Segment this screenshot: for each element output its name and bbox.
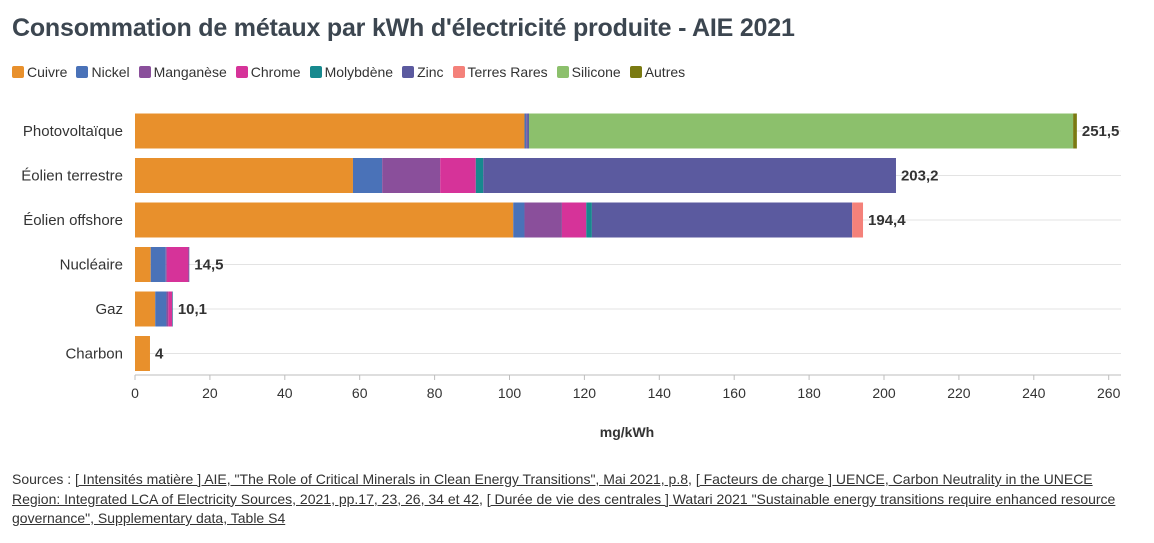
x-tick-label: 180 bbox=[797, 385, 821, 401]
bar-segment bbox=[526, 113, 528, 149]
chart-legend: Cuivre Nickel Manganèse Chrome Molybdène Zinc… bbox=[12, 64, 694, 80]
source-link-facteurs[interactable]: [ Facteurs de charge ] UENCE, Carbon Neu… bbox=[12, 471, 1093, 507]
bar-segment bbox=[528, 113, 1074, 149]
x-tick-label: 140 bbox=[648, 385, 672, 401]
legend-item[interactable]: Cuivre bbox=[12, 64, 67, 80]
x-tick-label: 80 bbox=[427, 385, 443, 401]
bar-total-label: 203,2 bbox=[901, 168, 939, 185]
legend-swatch bbox=[309, 66, 322, 78]
bar-segment bbox=[168, 291, 173, 327]
category-label: Nucléaire bbox=[60, 257, 123, 274]
bar-segment bbox=[166, 247, 189, 282]
source-link-intensites[interactable]: [ Intensités matière ] AIE, "The Role of… bbox=[75, 471, 689, 487]
bar-segment bbox=[513, 202, 525, 238]
bar-segment bbox=[524, 202, 562, 238]
sources-prefix: Sources : bbox=[12, 471, 76, 487]
x-axis-label: mg/kWh bbox=[600, 424, 654, 440]
bar-segment bbox=[591, 202, 853, 238]
legend-item[interactable]: Silicone bbox=[556, 64, 621, 80]
bar-segment bbox=[352, 158, 383, 193]
legend-label: Nickel bbox=[91, 64, 130, 80]
bar-segment bbox=[135, 336, 150, 371]
bar-total-label: 194,4 bbox=[868, 212, 906, 229]
category-label: Gaz bbox=[95, 301, 123, 318]
x-tick-label: 240 bbox=[1022, 385, 1046, 401]
category-label: Éolien terrestre bbox=[21, 168, 123, 185]
legend-label: Zinc bbox=[417, 64, 444, 80]
bar-segment bbox=[561, 202, 587, 238]
bar-segment bbox=[852, 202, 864, 238]
category-label: Éolien offshore bbox=[23, 212, 123, 229]
legend-item[interactable]: Zinc bbox=[402, 64, 444, 80]
legend-item[interactable]: Terres Rares bbox=[452, 64, 548, 80]
bar-total-label: 4 bbox=[155, 346, 164, 363]
legend-label: Cuivre bbox=[27, 64, 68, 80]
legend-label: Terres Rares bbox=[467, 64, 548, 80]
legend-swatch bbox=[12, 66, 24, 78]
x-tick-label: 100 bbox=[498, 385, 522, 401]
bar-segment bbox=[135, 247, 151, 282]
bar-segment bbox=[135, 291, 156, 327]
chart-title: Consommation de métaux par kWh d'électri… bbox=[12, 14, 795, 42]
bar-segment bbox=[166, 291, 169, 327]
bar-segment bbox=[524, 113, 527, 149]
bar-segment bbox=[188, 247, 190, 282]
bar-segment bbox=[440, 158, 476, 193]
x-tick-label: 120 bbox=[573, 385, 597, 401]
bar-segment bbox=[150, 247, 166, 282]
legend-swatch bbox=[556, 66, 569, 78]
legend-swatch bbox=[402, 66, 415, 78]
bar-segment bbox=[135, 202, 514, 238]
bar-segment bbox=[475, 158, 484, 193]
legend-item[interactable]: Chrome bbox=[235, 64, 301, 80]
stacked-bar-chart: 0 20 40 60 80 100 120 140 160 180 200 220 240 260 mg/k… bbox=[21, 113, 1121, 440]
sources-note: Sources : [ Intensités matière ] AIE, "T… bbox=[12, 470, 1132, 529]
sources-separator: , bbox=[688, 471, 696, 487]
legend-label: Manganèse bbox=[153, 64, 227, 80]
legend-item[interactable]: Manganèse bbox=[138, 64, 227, 80]
legend-label: Chrome bbox=[250, 64, 301, 80]
legend-swatch bbox=[138, 66, 151, 78]
x-tick-label: 220 bbox=[947, 385, 971, 401]
x-tick-label: 160 bbox=[723, 385, 747, 401]
x-tick-label: 0 bbox=[131, 385, 139, 401]
x-tick-label: 200 bbox=[872, 385, 896, 401]
bar-segment bbox=[155, 291, 167, 327]
bar-segment bbox=[135, 158, 353, 193]
bar-segment bbox=[586, 202, 592, 238]
legend-swatch bbox=[452, 66, 465, 78]
legend-swatch bbox=[235, 66, 248, 78]
legend-item[interactable]: Nickel bbox=[76, 64, 130, 80]
category-label: Charbon bbox=[65, 346, 123, 363]
legend-swatch bbox=[76, 66, 89, 78]
bar-segment bbox=[135, 113, 525, 149]
legend-label: Autres bbox=[644, 64, 686, 80]
source-link-duree[interactable]: [ Durée de vie des centrales ] Watari 20… bbox=[12, 490, 1116, 527]
bar-segment bbox=[527, 113, 529, 149]
bar-segment bbox=[165, 247, 167, 282]
sources-separator: , bbox=[478, 490, 487, 507]
x-tick-label: 20 bbox=[202, 385, 218, 401]
bar-segment bbox=[1073, 113, 1077, 149]
legend-label: Silicone bbox=[571, 64, 621, 80]
category-label: Photovoltaïque bbox=[23, 123, 123, 140]
x-tick-label: 260 bbox=[1097, 385, 1121, 401]
x-tick-label: 40 bbox=[277, 385, 293, 401]
bar-segment bbox=[483, 158, 896, 193]
legend-item[interactable]: Autres bbox=[629, 64, 686, 80]
bar-total-label: 251,5 bbox=[1082, 123, 1120, 140]
x-tick-label: 60 bbox=[352, 385, 368, 401]
legend-label: Molybdène bbox=[324, 64, 394, 80]
legend-swatch bbox=[629, 66, 642, 78]
bar-total-label: 14,5 bbox=[194, 257, 223, 274]
legend-item[interactable]: Molybdène bbox=[309, 64, 394, 80]
bar-total-label: 10,1 bbox=[178, 301, 207, 318]
bar-segment bbox=[382, 158, 441, 193]
